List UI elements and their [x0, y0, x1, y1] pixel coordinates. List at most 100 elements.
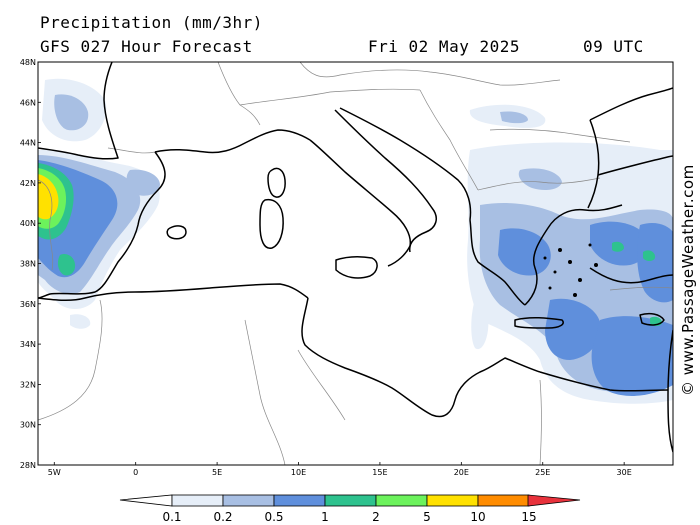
coast-cyprus	[639, 312, 665, 326]
borders-layer	[38, 62, 673, 465]
island-mark	[578, 278, 582, 282]
lat-tick-label: 40N	[20, 219, 36, 228]
legend-swatch	[273, 494, 326, 507]
legend-arrow-right	[527, 494, 581, 507]
lon-tick-label: 15E	[372, 468, 387, 477]
lat-tick-label: 32N	[20, 380, 36, 389]
legend-threshold-label: 10	[470, 510, 486, 524]
lat-tick-label: 42N	[20, 179, 36, 188]
border-algeria-tunisia	[244, 319, 286, 465]
precip-blue-greece	[498, 228, 551, 276]
lon-tick-label: 0	[133, 468, 138, 477]
border-morocco-algeria	[38, 299, 103, 421]
legend-arrow-left	[119, 494, 173, 507]
lon-tick-label: 10E	[291, 468, 306, 477]
legend-swatch	[324, 494, 377, 507]
lat-tick-label: 30N	[20, 421, 36, 430]
coast-corsica	[267, 167, 286, 198]
legend-threshold-label: 2	[372, 510, 380, 524]
precip-medium-bay-biscay	[54, 94, 89, 131]
aegean-islands	[543, 243, 598, 297]
precip-teal-aegean	[612, 241, 624, 252]
lat-tick-label: 44N	[20, 139, 36, 148]
border-balkans-2	[477, 177, 601, 191]
precip-teal-anatolia	[643, 250, 656, 261]
lat-tick-label: 46N	[20, 98, 36, 107]
axis-ticks: 28N 30N 32N 34N 36N 38N 40N 42N 44N 46N 48N 5W 0 5E 10…	[20, 58, 632, 477]
island-mark	[553, 270, 557, 274]
lon-tick-label: 5W	[48, 468, 61, 477]
precip-medium-black-sea-coast	[518, 168, 562, 190]
coast-greece-west	[469, 219, 526, 306]
island-mark	[548, 286, 552, 290]
coast-crete	[514, 316, 564, 329]
coast-balearics	[166, 225, 187, 240]
coast-greece-east	[524, 204, 623, 306]
precipitation-layer	[38, 78, 673, 404]
legend-threshold-label: 0.2	[213, 510, 233, 524]
border-turkey-syria	[609, 286, 673, 291]
coast-italy-east	[334, 109, 437, 253]
legend-swatch	[171, 494, 224, 507]
legend-swatch	[477, 494, 530, 507]
lon-tick-label: 25E	[535, 468, 550, 477]
legend-swatch	[222, 494, 275, 507]
coast-bay-of-biscay	[38, 62, 119, 160]
coast-adriatic-east	[339, 107, 472, 221]
lat-tick-label: 28N	[20, 461, 36, 470]
legend-threshold-label: 0.5	[264, 510, 284, 524]
coast-anatolia-south	[589, 267, 673, 284]
border-central-europe	[299, 62, 561, 86]
lon-tick-label: 30E	[617, 468, 632, 477]
forecast-subtitle: GFS 027 Hour Forecast	[40, 37, 253, 56]
coast-sardinia	[259, 198, 284, 249]
coast-black-sea-south	[597, 155, 673, 176]
island-mark	[568, 260, 572, 264]
valid-date: Fri 02 May 2025	[368, 37, 520, 56]
island-mark	[588, 243, 592, 247]
coast-black-sea-north	[589, 87, 673, 121]
precip-light-tunisia-coast	[70, 314, 91, 329]
lat-tick-label: 38N	[20, 260, 36, 269]
coast-gulf-of-lion	[154, 129, 311, 154]
precip-blue-levant	[591, 316, 673, 396]
precip-blue-crete-south	[545, 298, 601, 360]
border-portugal	[38, 179, 54, 271]
legend-threshold-label: 15	[521, 510, 537, 524]
coast-tunisia-libya	[301, 297, 541, 418]
legend-threshold-label: 0.1	[162, 510, 182, 524]
precip-teal-iberia-south	[57, 254, 76, 276]
coast-italy-west	[309, 139, 412, 267]
island-mark	[594, 263, 598, 267]
border-romania-bulgaria	[489, 128, 631, 143]
coast-sicily	[335, 255, 378, 279]
legend-threshold-label: 1	[321, 510, 329, 524]
island-mark	[558, 248, 562, 252]
legend-swatch	[375, 494, 428, 507]
lat-tick-label: 36N	[20, 300, 36, 309]
precip-light-libya	[471, 299, 489, 350]
lat-tick-label: 34N	[20, 340, 36, 349]
precip-yellow-iberia	[38, 174, 59, 220]
coast-levant	[667, 329, 673, 453]
border-alps	[239, 88, 421, 106]
coast-north-africa	[38, 283, 309, 302]
map-title: Precipitation (mm/3hr)	[40, 13, 263, 32]
lon-tick-label: 5E	[212, 468, 222, 477]
precip-medium-pyrenees	[126, 169, 160, 196]
lat-tick-label: 48N	[20, 58, 36, 67]
color-legend	[119, 494, 581, 507]
border-libya-egypt	[539, 379, 542, 465]
legend-swatch	[426, 494, 479, 507]
coast-egypt	[539, 371, 669, 392]
coast-spain-east	[38, 151, 166, 299]
border-france-spain	[107, 147, 156, 154]
border-balkans-1	[419, 89, 479, 191]
coastlines-layer	[38, 62, 673, 453]
legend-threshold-label: 5	[423, 510, 431, 524]
border-tunisia-libya	[297, 349, 346, 421]
precip-medium-alps	[500, 111, 528, 124]
precip-blue-anatolia-east	[637, 222, 673, 303]
valid-time: 09 UTC	[583, 37, 644, 56]
